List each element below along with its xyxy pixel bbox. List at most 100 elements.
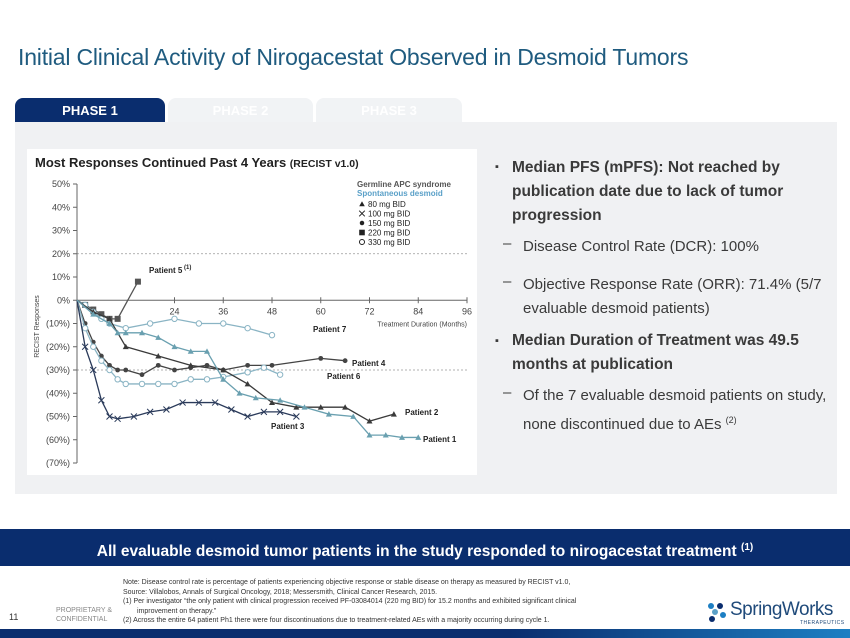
series-label: Patient 6 <box>327 372 361 381</box>
data-point <box>90 343 97 350</box>
data-point <box>98 396 105 404</box>
chart-title: Most Responses Continued Past 4 Years (R… <box>35 155 359 170</box>
x-tick-label: 24 <box>169 306 179 316</box>
data-point <box>139 329 145 336</box>
data-point <box>318 355 324 361</box>
data-point <box>106 315 113 322</box>
proprietary-text: PROPRIETARY & <box>56 607 113 614</box>
data-point <box>138 380 146 388</box>
data-point <box>171 315 178 323</box>
note-line: improvement on therapy.” <box>137 607 217 615</box>
bullet-duration: Median Duration of Treatment was 49.5 mo… <box>512 332 799 373</box>
bullet-discontinued-text: Of the 7 evaluable desmoid patients on s… <box>523 387 827 433</box>
y-axis-title: RECIST Responses <box>34 295 41 358</box>
y-tick-label: 10% <box>52 272 70 282</box>
bullet-marker: ▪ <box>495 161 499 173</box>
data-point <box>204 362 210 368</box>
data-point <box>81 343 89 351</box>
data-point <box>114 415 121 423</box>
data-point <box>106 413 113 420</box>
banner-text: All evaluable desmoid tumor patients in … <box>96 543 737 561</box>
data-point <box>211 399 219 406</box>
banner-footnote-ref: (1) <box>741 542 754 553</box>
x-tick-label: 36 <box>218 306 228 316</box>
chart-title-suffix: (RECIST v1.0) <box>289 158 359 170</box>
legend-item-label: 220 mg BID <box>368 229 410 238</box>
data-point <box>268 331 276 339</box>
data-point <box>195 399 203 406</box>
data-point <box>134 278 141 285</box>
data-point <box>203 376 211 383</box>
data-point <box>244 324 251 332</box>
y-tick-label: 50% <box>52 179 70 189</box>
note-line: Source: Villalobos, Annals of Surgical O… <box>123 588 438 596</box>
data-point <box>366 432 373 438</box>
bullet-orr: Objective Response Rate (ORR): 71.4% (5/… <box>523 276 822 317</box>
data-point <box>293 413 300 420</box>
data-point <box>122 380 129 388</box>
series-label: Patient 4 <box>352 359 386 368</box>
data-point <box>245 362 251 368</box>
slide-title: Initial Clinical Activity of Nirogacesta… <box>18 44 689 70</box>
data-point <box>179 399 186 406</box>
data-point <box>390 411 397 417</box>
legend-marker-triangle <box>359 201 365 207</box>
legend-item-label: 100 mg BID <box>368 210 410 219</box>
tab-phase-3[interactable]: PHASE 3 <box>316 98 462 122</box>
data-point <box>415 434 422 440</box>
x-axis-title: Treatment Duration (Months) <box>377 321 467 328</box>
confidential-text: CONFIDENTIAL <box>56 616 108 623</box>
data-point <box>98 357 105 364</box>
data-point <box>171 343 178 350</box>
data-point <box>350 413 357 419</box>
y-tick-label: (40%) <box>46 388 70 398</box>
data-point <box>106 320 113 326</box>
note-line: (2) Across the entire 64 patient Ph1 the… <box>123 617 550 624</box>
data-point <box>163 406 170 413</box>
series-line <box>76 299 395 422</box>
y-tick-label: (70%) <box>46 458 70 468</box>
springworks-logo: SpringWorks THERAPEUTICS <box>706 597 844 627</box>
data-point <box>317 404 324 410</box>
data-point <box>122 343 129 350</box>
data-point <box>260 408 268 416</box>
legend-marker-square <box>359 229 365 236</box>
tab-phase-2[interactable]: PHASE 2 <box>168 98 313 122</box>
chart-title-main: Most Responses Continued Past 4 Years <box>35 155 287 170</box>
data-point <box>114 329 121 336</box>
data-point <box>325 411 332 417</box>
y-tick-label: (50%) <box>46 412 70 422</box>
data-point <box>122 329 129 336</box>
data-point <box>98 353 104 359</box>
data-point <box>155 380 162 388</box>
data-point <box>155 353 162 359</box>
bottom-bar <box>0 629 850 638</box>
legend-marker-circle <box>358 238 366 246</box>
series-label: Patient 7 <box>313 325 347 334</box>
data-point <box>139 372 145 378</box>
logo-mark-icon <box>708 603 726 622</box>
data-point <box>187 348 194 354</box>
legend-subheading: Spontaneous desmoid <box>357 189 443 198</box>
series-label: Patient 3 <box>271 422 305 431</box>
data-point <box>220 376 227 382</box>
series-line <box>76 300 281 385</box>
footnote-ref: (2) <box>725 415 737 425</box>
data-point <box>260 364 268 371</box>
y-tick-label: (30%) <box>46 365 70 375</box>
data-point <box>276 371 284 378</box>
y-tick-label: 30% <box>52 226 70 236</box>
series-label-sup: (1) <box>182 265 191 271</box>
data-point <box>276 408 284 416</box>
x-tick-label: 48 <box>267 306 277 316</box>
data-point <box>277 397 284 403</box>
data-point <box>342 358 348 364</box>
data-point <box>382 432 389 438</box>
legend-marker-x <box>358 210 366 217</box>
tab-phase-1[interactable]: PHASE 1 <box>15 98 165 122</box>
note-line: (1) Per investigator “the only patient w… <box>123 598 577 605</box>
bullet-mpfs: Median PFS (mPFS): Not reached by public… <box>512 159 784 224</box>
data-point <box>171 380 178 388</box>
data-point <box>301 404 308 410</box>
data-point <box>106 366 113 374</box>
